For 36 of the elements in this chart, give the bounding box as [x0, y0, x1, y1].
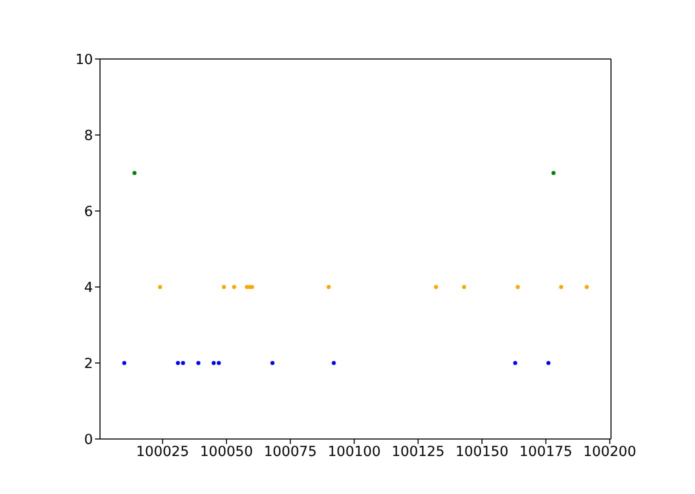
- point: [212, 361, 216, 365]
- y-tick-label: 10: [75, 52, 93, 68]
- x-tick-label: 100025: [136, 444, 190, 460]
- point: [132, 171, 136, 175]
- point: [216, 361, 221, 365]
- x-tick-label: 100075: [264, 444, 317, 460]
- point: [326, 285, 331, 289]
- y-tick-label: 6: [84, 204, 93, 220]
- point: [584, 285, 589, 289]
- point: [546, 361, 550, 365]
- x-tick-label: 100175: [519, 444, 572, 460]
- x-tick-label: 100125: [392, 444, 445, 460]
- point: [181, 361, 186, 365]
- point: [434, 285, 438, 289]
- point: [196, 361, 200, 365]
- point: [559, 285, 564, 289]
- point: [462, 285, 466, 289]
- point: [222, 285, 226, 289]
- x-tick-label: 100050: [200, 444, 253, 460]
- point: [270, 361, 274, 365]
- point: [232, 285, 236, 289]
- y-tick-label: 4: [84, 280, 94, 296]
- point: [513, 361, 518, 365]
- point: [332, 361, 336, 365]
- point: [552, 171, 556, 175]
- point: [176, 361, 180, 365]
- point: [250, 285, 254, 289]
- point: [122, 361, 126, 365]
- point: [516, 285, 520, 289]
- y-tick-label: 2: [84, 356, 93, 372]
- y-tick-label: 0: [84, 432, 93, 448]
- x-tick-label: 100200: [583, 444, 636, 460]
- x-tick-label: 100100: [328, 444, 381, 460]
- point: [158, 285, 162, 289]
- x-tick-label: 100150: [455, 444, 508, 460]
- y-tick-label: 8: [84, 128, 93, 144]
